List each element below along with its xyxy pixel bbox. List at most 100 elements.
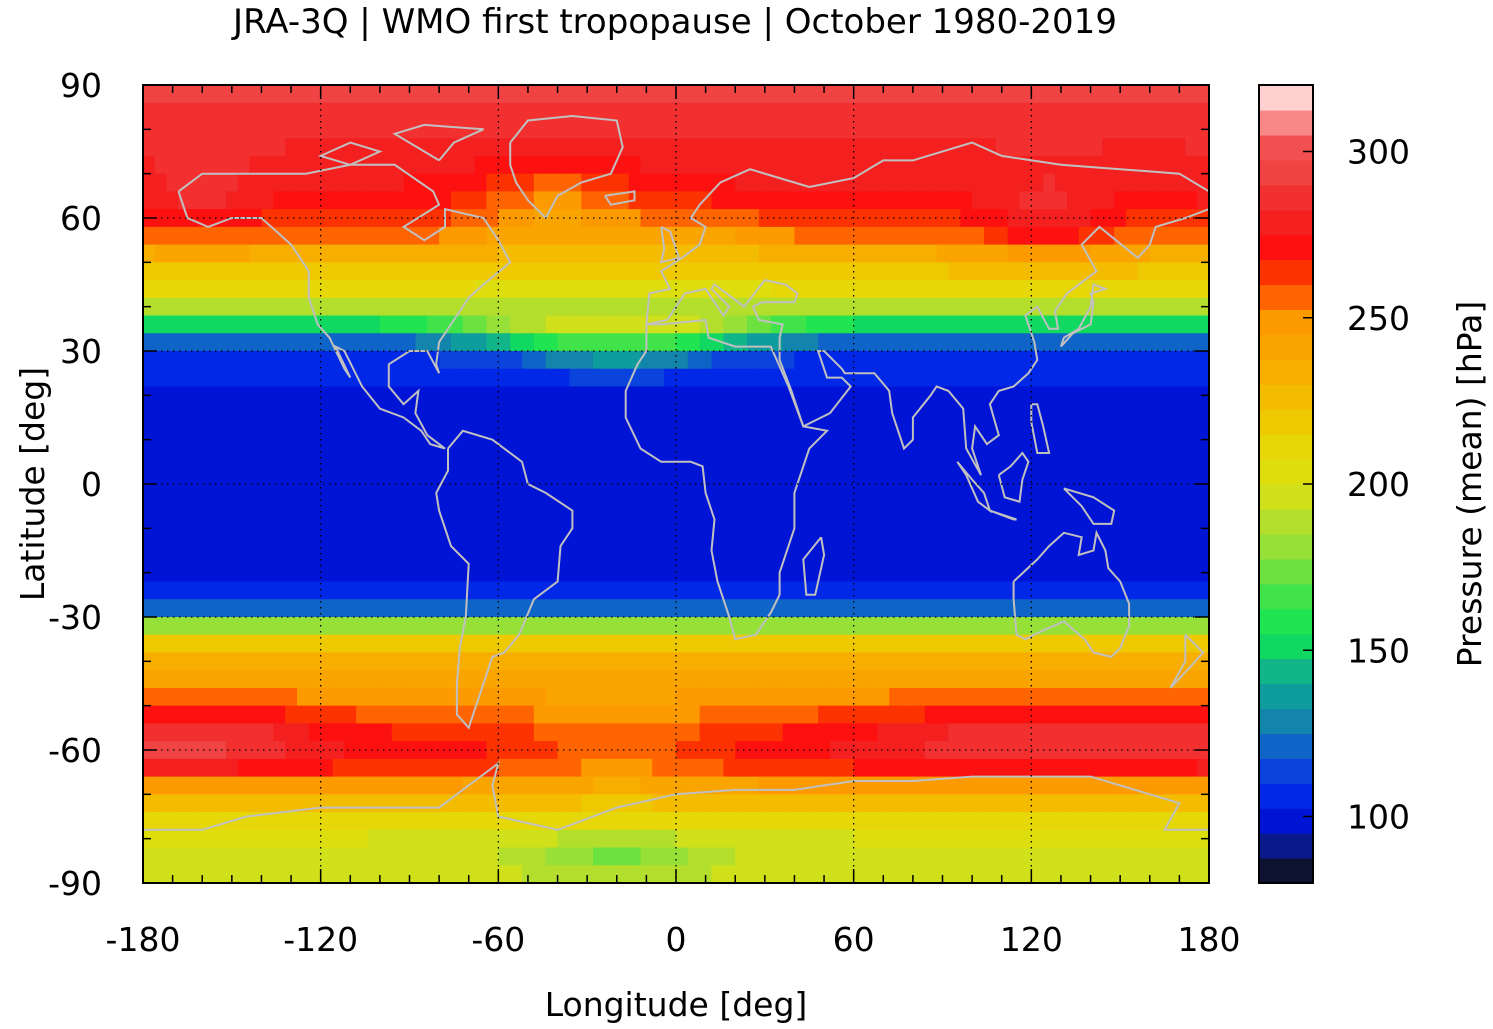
field-cell — [415, 847, 428, 866]
field-cell — [735, 368, 748, 388]
field-cell — [439, 812, 452, 831]
field-cell — [699, 386, 713, 405]
field-cell — [616, 687, 630, 707]
field-cell — [616, 333, 630, 352]
field-cell — [889, 510, 902, 529]
field-cell — [747, 492, 760, 512]
field-cell — [581, 439, 594, 458]
field-cell — [379, 209, 393, 228]
field-cell — [758, 794, 772, 813]
field-cell — [664, 652, 677, 671]
field-cell — [1197, 85, 1209, 104]
field-cell — [711, 492, 724, 512]
field-cell — [1137, 492, 1151, 512]
field-cell — [676, 351, 689, 370]
field-cell — [877, 492, 890, 512]
field-cell — [391, 315, 405, 334]
field-cell — [593, 634, 606, 654]
field-cell — [202, 563, 215, 583]
field-cell — [273, 404, 286, 423]
field-cell — [1185, 510, 1198, 529]
field-cell — [1066, 351, 1080, 370]
field-cell — [711, 847, 724, 866]
field-cell — [948, 617, 961, 636]
field-cell — [640, 776, 653, 795]
field-cell — [439, 581, 452, 600]
field-cell — [1007, 155, 1021, 175]
field-cell — [770, 652, 784, 671]
field-cell — [1007, 102, 1021, 122]
field-cell — [1019, 705, 1032, 724]
field-cell — [983, 492, 997, 512]
field-cell — [344, 280, 357, 299]
field-cell — [368, 85, 381, 104]
field-cell — [735, 687, 748, 707]
field-cell — [415, 492, 428, 512]
field-cell — [972, 829, 985, 849]
field-cell — [403, 847, 417, 866]
field-cell — [498, 191, 511, 210]
field-cell — [1078, 652, 1092, 671]
field-cell — [723, 173, 736, 192]
field-cell — [332, 173, 345, 192]
field-cell — [699, 865, 713, 883]
field-cell — [498, 812, 511, 831]
field-cell — [877, 209, 890, 228]
field-cell — [320, 723, 334, 742]
field-cell — [806, 599, 819, 618]
field-cell — [557, 528, 570, 547]
field-cell — [758, 528, 772, 547]
field-cell — [450, 404, 464, 423]
field-cell — [1031, 439, 1044, 458]
field-cell — [190, 191, 203, 210]
field-cell — [154, 368, 168, 388]
field-cell — [1126, 705, 1139, 724]
field-cell — [439, 528, 452, 547]
field-cell — [1126, 262, 1139, 281]
field-cell — [758, 599, 772, 618]
field-cell — [533, 315, 547, 334]
field-cell — [510, 386, 523, 405]
field-cell — [498, 741, 511, 760]
field-cell — [1078, 368, 1092, 388]
field-cell — [344, 102, 357, 122]
field-cell — [450, 439, 464, 458]
field-cell — [154, 634, 168, 654]
field-cell — [225, 829, 239, 849]
field-cell — [818, 812, 831, 831]
field-cell — [320, 617, 334, 636]
field-cell — [865, 865, 878, 883]
field-cell — [853, 829, 867, 849]
field-cell — [972, 758, 985, 778]
field-cell — [249, 457, 263, 476]
field-cell — [616, 599, 630, 618]
field-cell — [415, 510, 428, 529]
field-cell — [510, 758, 523, 778]
field-cell — [853, 617, 867, 636]
field-cell — [190, 546, 203, 565]
field-cell — [972, 546, 985, 565]
field-cell — [368, 634, 381, 654]
field-cell — [593, 226, 606, 246]
field-cell — [1066, 191, 1080, 210]
field-cell — [1102, 812, 1115, 831]
field-cell — [225, 404, 239, 423]
field-cell — [569, 368, 582, 388]
field-cell — [296, 351, 310, 370]
field-cell — [190, 776, 203, 795]
field-cell — [545, 138, 559, 157]
field-cell — [379, 244, 393, 263]
field-cell — [1031, 687, 1044, 707]
field-cell — [296, 457, 310, 476]
field-cell — [853, 386, 867, 405]
field-cell — [877, 173, 890, 192]
field-cell — [983, 617, 997, 636]
field-cell — [415, 280, 428, 299]
field-cell — [1185, 297, 1198, 317]
field-cell — [273, 386, 286, 405]
field-cell — [1031, 723, 1044, 742]
field-cell — [593, 421, 606, 441]
field-cell — [877, 510, 890, 529]
field-cell — [972, 617, 985, 636]
field-cell — [498, 138, 511, 157]
